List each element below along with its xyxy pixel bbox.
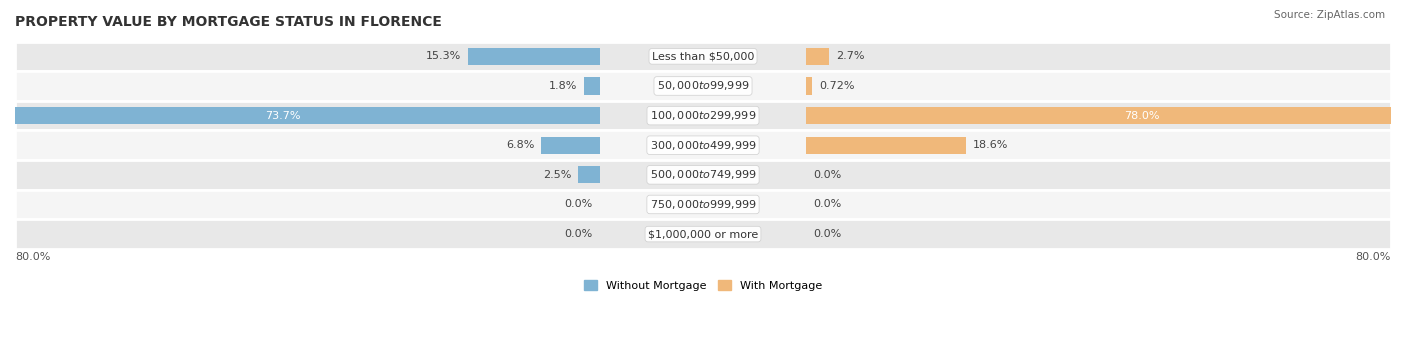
- Bar: [0, 107, 600, 124]
- Text: 1.8%: 1.8%: [550, 81, 578, 91]
- Text: Source: ZipAtlas.com: Source: ZipAtlas.com: [1274, 10, 1385, 20]
- Text: 2.7%: 2.7%: [837, 51, 865, 61]
- Text: 73.7%: 73.7%: [266, 110, 301, 121]
- Bar: [15, 219, 1391, 249]
- Bar: [15, 101, 1391, 130]
- Text: 80.0%: 80.0%: [15, 252, 51, 263]
- Bar: [15, 130, 1391, 160]
- Text: 0.0%: 0.0%: [813, 199, 841, 209]
- Bar: [578, 166, 600, 183]
- Text: $500,000 to $749,999: $500,000 to $749,999: [650, 168, 756, 181]
- Text: 2.5%: 2.5%: [543, 170, 571, 180]
- Text: $100,000 to $299,999: $100,000 to $299,999: [650, 109, 756, 122]
- Text: $750,000 to $999,999: $750,000 to $999,999: [650, 198, 756, 211]
- Text: $300,000 to $499,999: $300,000 to $499,999: [650, 139, 756, 152]
- Bar: [15, 160, 1391, 190]
- Text: 0.0%: 0.0%: [565, 199, 593, 209]
- Bar: [806, 48, 830, 65]
- Bar: [585, 77, 600, 94]
- Bar: [15, 42, 1391, 71]
- Text: Less than $50,000: Less than $50,000: [652, 51, 754, 61]
- Text: 0.72%: 0.72%: [820, 81, 855, 91]
- Legend: Without Mortgage, With Mortgage: Without Mortgage, With Mortgage: [579, 276, 827, 295]
- Bar: [806, 77, 813, 94]
- Text: 0.0%: 0.0%: [565, 229, 593, 239]
- Text: 15.3%: 15.3%: [426, 51, 461, 61]
- Text: 80.0%: 80.0%: [1355, 252, 1391, 263]
- Text: 0.0%: 0.0%: [813, 229, 841, 239]
- Text: $1,000,000 or more: $1,000,000 or more: [648, 229, 758, 239]
- Text: PROPERTY VALUE BY MORTGAGE STATUS IN FLORENCE: PROPERTY VALUE BY MORTGAGE STATUS IN FLO…: [15, 15, 441, 29]
- Text: 6.8%: 6.8%: [506, 140, 534, 150]
- Bar: [806, 137, 966, 154]
- Text: 0.0%: 0.0%: [813, 170, 841, 180]
- Text: $50,000 to $99,999: $50,000 to $99,999: [657, 79, 749, 92]
- Bar: [541, 137, 600, 154]
- Text: 18.6%: 18.6%: [973, 140, 1008, 150]
- Bar: [806, 107, 1406, 124]
- Text: 78.0%: 78.0%: [1123, 110, 1160, 121]
- Bar: [15, 71, 1391, 101]
- Bar: [468, 48, 600, 65]
- Bar: [15, 190, 1391, 219]
